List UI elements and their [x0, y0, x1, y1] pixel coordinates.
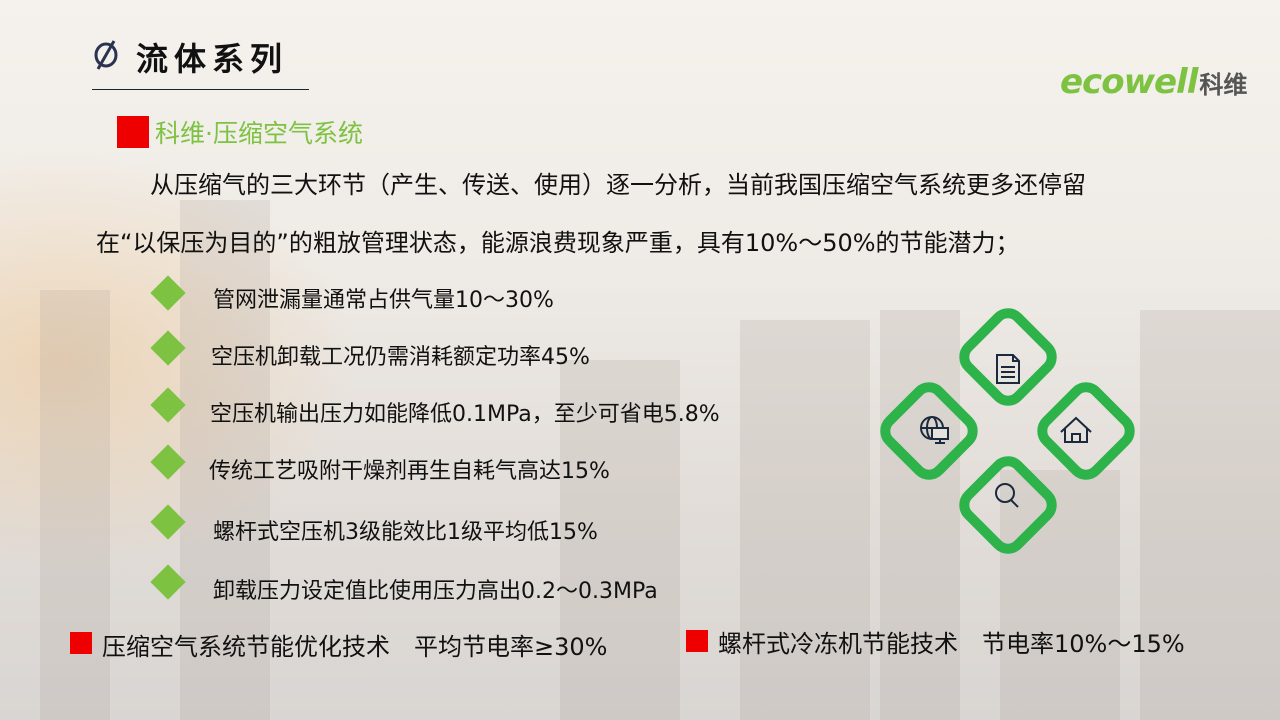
title-divider [92, 89, 309, 90]
bullet-item: 卸载压力设定值比使用压力高出0.2～0.3MPa [213, 579, 658, 604]
four-diamond-graphic [880, 308, 1135, 554]
footer-item-2: 螺杆式冷冻机节能技术 节电率10%～15% [718, 630, 1185, 658]
bullet-item: 空压机卸载工况仍需消耗额定功率45% [211, 345, 590, 370]
diamond-right [1037, 382, 1135, 480]
red-square-marker [686, 630, 708, 652]
page-title: 流体系列 [136, 40, 289, 78]
bullet-item: 螺杆式空压机3级能效比1级平均低15% [213, 520, 598, 545]
bullet-item: 空压机输出压力如能降低0.1MPa，至少可省电5.8% [210, 402, 720, 427]
paragraph-line-2: 在“以保压为目的”的粗放管理状态，能源浪费现象严重，具有10%～50%的节能潜力… [96, 229, 1020, 257]
footer-item-1: 压缩空气系统节能优化技术 平均节电率≥30% [102, 633, 608, 661]
search-icon [995, 483, 1019, 508]
home-icon [1060, 416, 1092, 443]
diamond-bottom [959, 456, 1057, 554]
globe-monitor-icon [920, 416, 949, 444]
red-square-marker [70, 632, 92, 654]
diamond-top [959, 308, 1057, 406]
bullet-item: 管网泄漏量通常占供气量10～30% [213, 288, 554, 313]
bullet-item: 传统工艺吸附干燥剂再生自耗气高达15% [209, 459, 610, 484]
red-square-marker [117, 116, 149, 148]
diameter-icon [94, 40, 118, 70]
diamond-left [880, 382, 978, 480]
document-icon [996, 354, 1020, 384]
paragraph-line-1: 从压缩气的三大环节（产生、传送、使用）逐一分析，当前我国压缩空气系统更多还停留 [150, 171, 1086, 199]
section-subtitle: 科维·压缩空气系统 [155, 119, 363, 148]
ecowell-logo: ecowell 科维 [1060, 62, 1248, 102]
